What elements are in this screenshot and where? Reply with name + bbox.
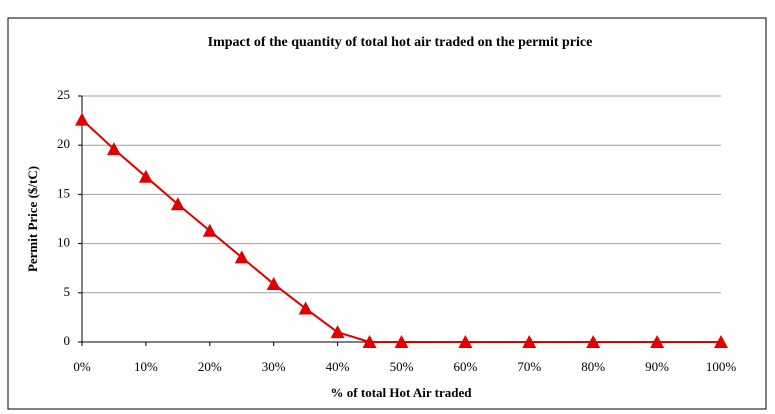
marker (394, 335, 409, 348)
x-tick-label: 100% (706, 359, 737, 374)
y-tick-label: 20 (57, 136, 70, 151)
marker (202, 223, 217, 237)
marker (714, 335, 728, 348)
marker (650, 335, 665, 348)
marker (522, 335, 537, 348)
x-tick-label: 30% (262, 359, 286, 374)
x-tick-label: 40% (326, 359, 350, 374)
marker (458, 335, 473, 348)
x-tick-label: 70% (517, 359, 541, 374)
chart-frame (7, 17, 767, 410)
series-line (81, 118, 721, 343)
x-tick-label: 90% (645, 359, 669, 374)
chart-title: Impact of the quantity of total hot air … (208, 35, 593, 50)
y-tick-label: 25 (57, 87, 70, 102)
marker (362, 335, 377, 348)
x-tick-label: 60% (453, 359, 477, 374)
marker (138, 169, 153, 183)
x-tick-label: 0% (73, 359, 91, 374)
marker (75, 112, 89, 126)
marker (106, 142, 121, 156)
marker (298, 301, 313, 315)
y-tick-label: 0 (64, 333, 71, 348)
marker (330, 325, 345, 339)
y-tick-label: 5 (64, 284, 71, 299)
x-tick-label: 10% (134, 359, 158, 374)
x-tick-label: 50% (390, 359, 414, 374)
marker (170, 197, 185, 211)
marker (586, 335, 601, 348)
x-tick-label: 20% (198, 359, 222, 374)
marker (266, 276, 281, 290)
y-axis-label: Permit Price ($/tC) (25, 166, 40, 272)
y-tick-label: 10 (57, 235, 70, 250)
x-tick-label: 80% (581, 359, 605, 374)
x-axis-label: % of total Hot Air traded (331, 385, 473, 400)
marker (234, 250, 249, 264)
y-tick-label: 15 (57, 185, 70, 200)
